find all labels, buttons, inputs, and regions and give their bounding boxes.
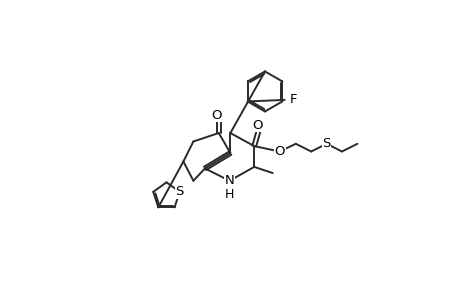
Text: O: O	[211, 109, 221, 122]
Text: H: H	[224, 188, 234, 201]
Text: O: O	[252, 119, 262, 132]
Text: S: S	[322, 137, 330, 150]
Text: S: S	[175, 185, 184, 198]
Text: N: N	[224, 174, 234, 187]
Text: O: O	[274, 145, 284, 158]
Text: F: F	[289, 93, 296, 106]
